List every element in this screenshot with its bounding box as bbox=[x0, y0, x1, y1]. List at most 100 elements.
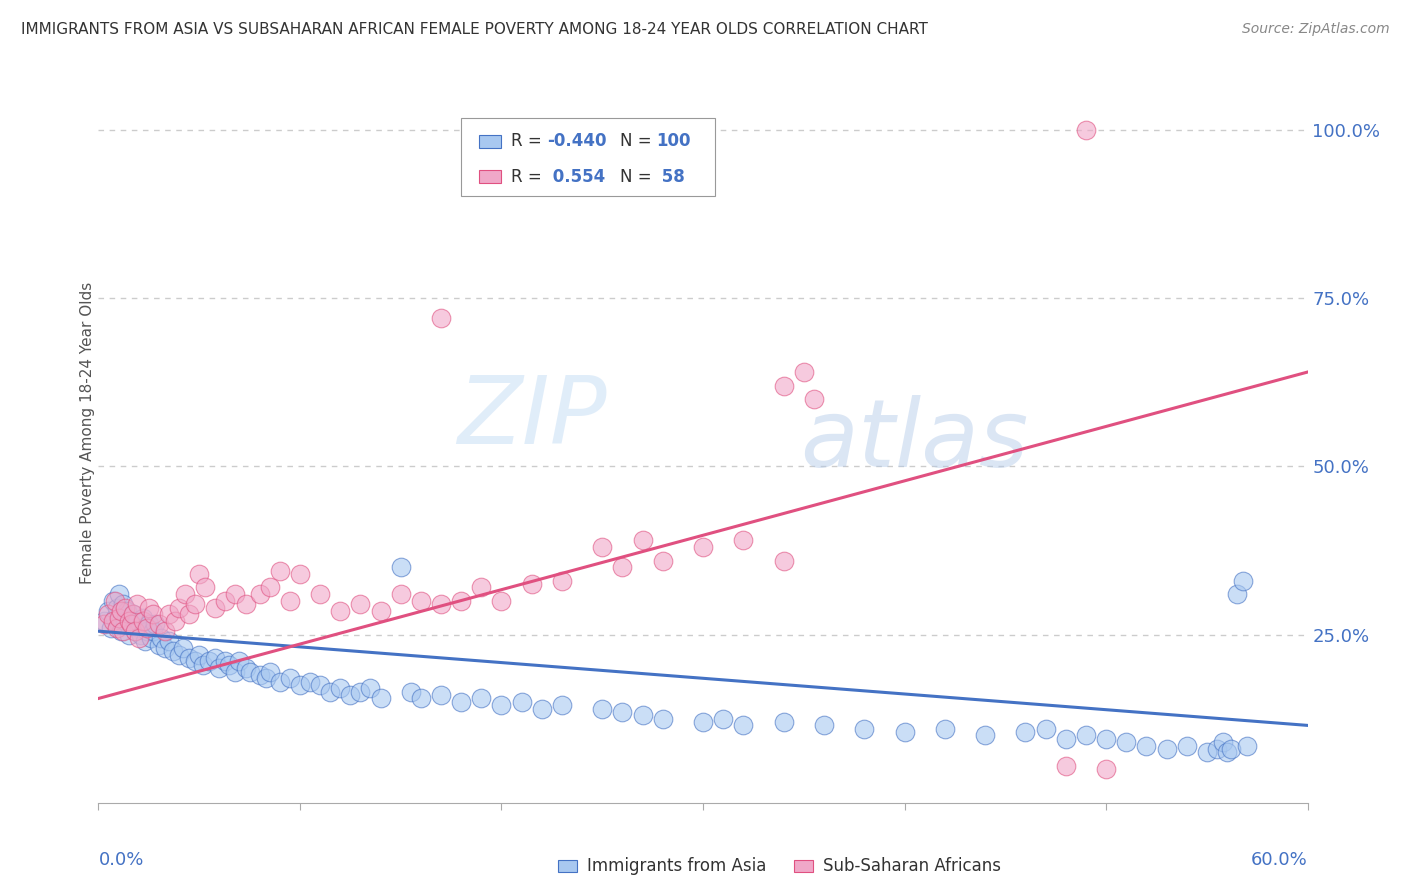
Point bbox=[135, 621, 157, 635]
Point bbox=[1074, 729, 1097, 743]
FancyBboxPatch shape bbox=[793, 860, 813, 871]
Point bbox=[399, 685, 422, 699]
Point bbox=[208, 661, 231, 675]
Point bbox=[134, 634, 156, 648]
Point bbox=[148, 638, 170, 652]
Point bbox=[111, 624, 134, 639]
Point bbox=[278, 671, 301, 685]
Point bbox=[288, 678, 311, 692]
Point bbox=[551, 574, 574, 588]
Point bbox=[430, 311, 453, 326]
FancyBboxPatch shape bbox=[461, 118, 716, 195]
Point bbox=[254, 671, 277, 685]
Point bbox=[1035, 722, 1057, 736]
Text: atlas: atlas bbox=[800, 394, 1028, 485]
Point bbox=[193, 657, 215, 672]
Point bbox=[179, 607, 201, 622]
Point bbox=[591, 701, 613, 715]
Point bbox=[259, 665, 281, 679]
Point bbox=[249, 668, 271, 682]
Point bbox=[551, 698, 574, 713]
Point bbox=[491, 698, 513, 713]
Text: -0.440: -0.440 bbox=[547, 132, 606, 151]
Point bbox=[389, 560, 412, 574]
Point bbox=[124, 624, 146, 639]
Point bbox=[224, 587, 246, 601]
Point bbox=[239, 665, 262, 679]
Point bbox=[1206, 742, 1229, 756]
Point bbox=[1074, 122, 1097, 136]
Text: 60.0%: 60.0% bbox=[1251, 851, 1308, 869]
Point bbox=[530, 701, 553, 715]
Point bbox=[135, 624, 157, 639]
Point bbox=[430, 597, 453, 611]
Point bbox=[309, 678, 332, 692]
Point bbox=[235, 661, 257, 675]
Point bbox=[101, 614, 124, 628]
Point bbox=[329, 604, 352, 618]
Text: Immigrants from Asia: Immigrants from Asia bbox=[586, 856, 766, 875]
Point bbox=[339, 688, 361, 702]
Point bbox=[157, 634, 180, 648]
Point bbox=[591, 540, 613, 554]
Point bbox=[149, 631, 172, 645]
Point bbox=[153, 640, 176, 655]
Point bbox=[733, 718, 755, 732]
Text: 100: 100 bbox=[655, 132, 690, 151]
Point bbox=[153, 624, 176, 639]
Point bbox=[1095, 731, 1118, 746]
Text: Sub-Saharan Africans: Sub-Saharan Africans bbox=[823, 856, 1001, 875]
Point bbox=[651, 712, 673, 726]
Point bbox=[128, 621, 150, 635]
Point bbox=[110, 624, 132, 639]
Point bbox=[167, 600, 190, 615]
Point bbox=[110, 604, 132, 618]
Text: R =: R = bbox=[510, 168, 547, 186]
Point bbox=[1115, 735, 1137, 749]
FancyBboxPatch shape bbox=[558, 860, 578, 871]
Point bbox=[1054, 731, 1077, 746]
Point bbox=[214, 594, 236, 608]
Point bbox=[93, 614, 115, 628]
Point bbox=[142, 607, 165, 622]
Point bbox=[409, 594, 432, 608]
Text: N =: N = bbox=[620, 132, 657, 151]
Point bbox=[349, 685, 371, 699]
Point bbox=[349, 597, 371, 611]
Point bbox=[1212, 735, 1234, 749]
Point bbox=[520, 577, 543, 591]
Point bbox=[118, 614, 141, 628]
Point bbox=[692, 714, 714, 729]
Text: 0.0%: 0.0% bbox=[98, 851, 143, 869]
Point bbox=[198, 655, 221, 669]
Point bbox=[228, 655, 250, 669]
Point bbox=[278, 594, 301, 608]
Point bbox=[450, 695, 472, 709]
Point bbox=[711, 712, 734, 726]
Point bbox=[139, 631, 162, 645]
Point bbox=[235, 597, 257, 611]
Point bbox=[1156, 742, 1178, 756]
Point bbox=[107, 610, 129, 624]
Point bbox=[1236, 739, 1258, 753]
Text: IMMIGRANTS FROM ASIA VS SUBSAHARAN AFRICAN FEMALE POVERTY AMONG 18-24 YEAR OLDS : IMMIGRANTS FROM ASIA VS SUBSAHARAN AFRIC… bbox=[21, 22, 928, 37]
Point bbox=[174, 587, 197, 601]
Point bbox=[163, 614, 186, 628]
Point bbox=[107, 587, 129, 601]
Point bbox=[269, 564, 291, 578]
Point bbox=[329, 681, 352, 696]
Point bbox=[121, 607, 143, 622]
Point bbox=[124, 624, 146, 639]
Point bbox=[772, 553, 794, 567]
FancyBboxPatch shape bbox=[479, 169, 501, 183]
Point bbox=[1216, 745, 1239, 759]
Point bbox=[114, 600, 136, 615]
Point bbox=[118, 627, 141, 641]
Point bbox=[409, 691, 432, 706]
Point bbox=[430, 688, 453, 702]
Point bbox=[269, 674, 291, 689]
Text: Source: ZipAtlas.com: Source: ZipAtlas.com bbox=[1241, 22, 1389, 37]
Point bbox=[370, 604, 392, 618]
Point bbox=[470, 581, 492, 595]
Point bbox=[1014, 725, 1036, 739]
